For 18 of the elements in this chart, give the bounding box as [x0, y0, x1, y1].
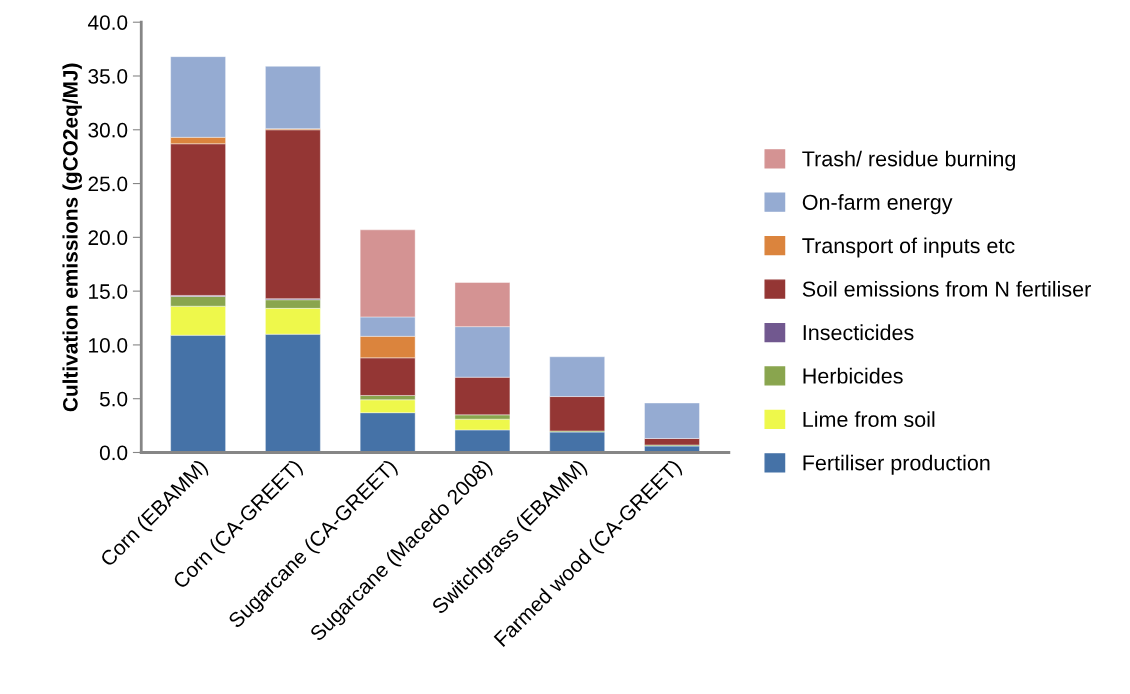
legend-label: On-farm energy — [802, 194, 953, 215]
y-tick-label: 20.0 — [88, 230, 128, 246]
legend-label: Herbicides — [803, 367, 903, 384]
y-tick-label: 10.0 — [89, 337, 128, 353]
y-tick-label: 35.0 — [88, 68, 128, 84]
y-tick-label: 25.0 — [88, 176, 128, 192]
y-tick-label: 30.0 — [88, 122, 128, 138]
legend-label: Trash/ residue burning — [802, 150, 1015, 171]
y-axis-title: Cultivation emissions (gCO2eq/MJ) — [62, 63, 82, 412]
legend-label: Insecticides — [803, 324, 914, 341]
legend-label: Soil emissions from N fertiliser — [802, 280, 1091, 297]
legend-label: Fertiliser production — [803, 454, 990, 475]
y-tick-label: 5.0 — [99, 391, 128, 407]
y-tick-label: 40.0 — [87, 15, 128, 30]
legend-label: Transport of inputs etc — [802, 237, 1015, 258]
legend-label: Lime from soil — [803, 411, 935, 428]
y-tick-label: 15.0 — [89, 284, 128, 299]
y-tick-label: 0.0 — [99, 445, 128, 461]
